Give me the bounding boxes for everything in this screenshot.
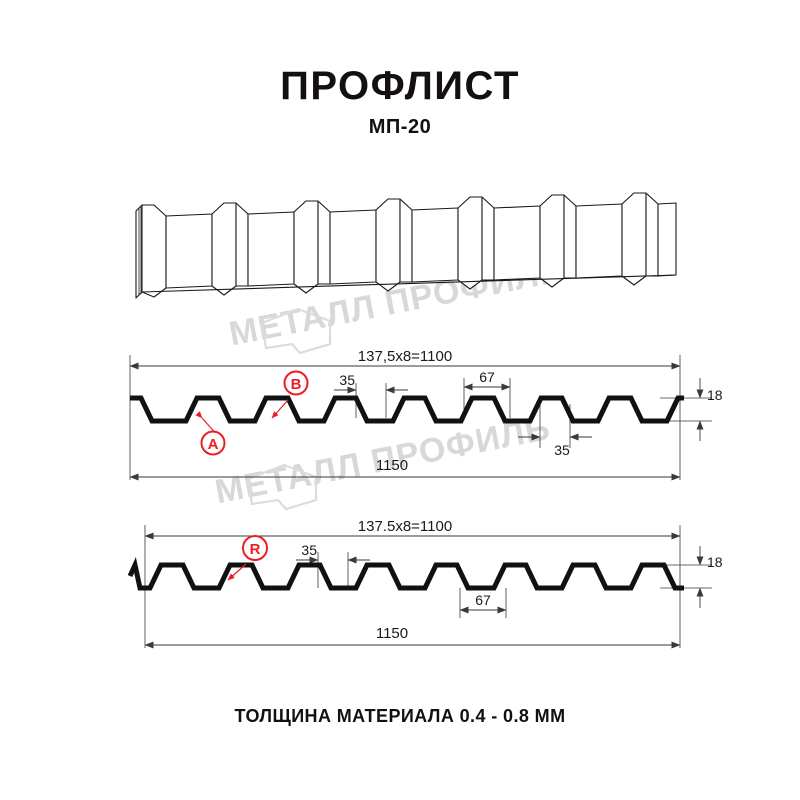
dimension-top-b: 137.5x8=1100 <box>144 518 681 540</box>
material-thickness-note: ТОЛЩИНА МАТЕРИАЛА 0.4 - 0.8 ММ <box>234 706 566 726</box>
dimension-valley-67-b: 67 <box>459 592 507 614</box>
watermark-logo <box>246 307 332 511</box>
extension-lines-a <box>129 355 712 480</box>
dimension-top-a: 137,5x8=1100 <box>129 348 681 370</box>
dimension-label-rib-35-a: 35 <box>339 372 355 388</box>
callout-r: R <box>227 535 268 581</box>
callout-a: A <box>195 411 226 456</box>
dimension-label-height-18-b: 18 <box>707 554 723 570</box>
profile-outline-b <box>127 557 684 591</box>
callout-b: B <box>271 370 309 419</box>
dimension-valley-67-a: 67 <box>463 369 511 391</box>
callout-label-r: R <box>250 541 261 558</box>
dimension-label-bottom-a: 1150 <box>376 457 408 474</box>
isometric-profile-view <box>135 192 677 299</box>
profile-outline-a <box>130 395 684 424</box>
dimension-bottom-a: 1150 <box>129 457 681 481</box>
dimension-label-valley-67-b: 67 <box>475 592 491 608</box>
callout-label-b: B <box>291 376 302 393</box>
dimension-label-height-18-a: 18 <box>707 387 723 403</box>
section-view-a: 137,5x8=1100 35 67 35 <box>129 348 723 481</box>
dimension-label-top-a: 137,5x8=1100 <box>358 348 452 365</box>
dimension-label-rib-35-b: 35 <box>301 542 317 558</box>
dimension-rib-35-a: 35 <box>334 372 408 394</box>
dimension-rib-35b-a: 35 <box>518 433 592 458</box>
dimension-label-top-b: 137.5x8=1100 <box>358 518 452 535</box>
dimension-label-valley-67-a: 67 <box>479 369 495 385</box>
dimension-label-rib-35b-a: 35 <box>554 442 570 458</box>
page-subtitle: МП-20 <box>368 116 432 138</box>
dimension-height-18-a: 18 <box>696 378 723 441</box>
page-title: ПРОФЛИСТ <box>280 64 520 108</box>
dimension-label-bottom-b: 1150 <box>376 625 408 642</box>
section-view-b: 137.5x8=1100 35 67 18 <box>127 518 723 649</box>
dimension-rib-35-b: 35 <box>296 542 370 564</box>
callout-label-a: A <box>208 436 219 453</box>
dimension-height-18-b: 18 <box>696 546 723 608</box>
dimension-bottom-b: 1150 <box>144 625 681 649</box>
